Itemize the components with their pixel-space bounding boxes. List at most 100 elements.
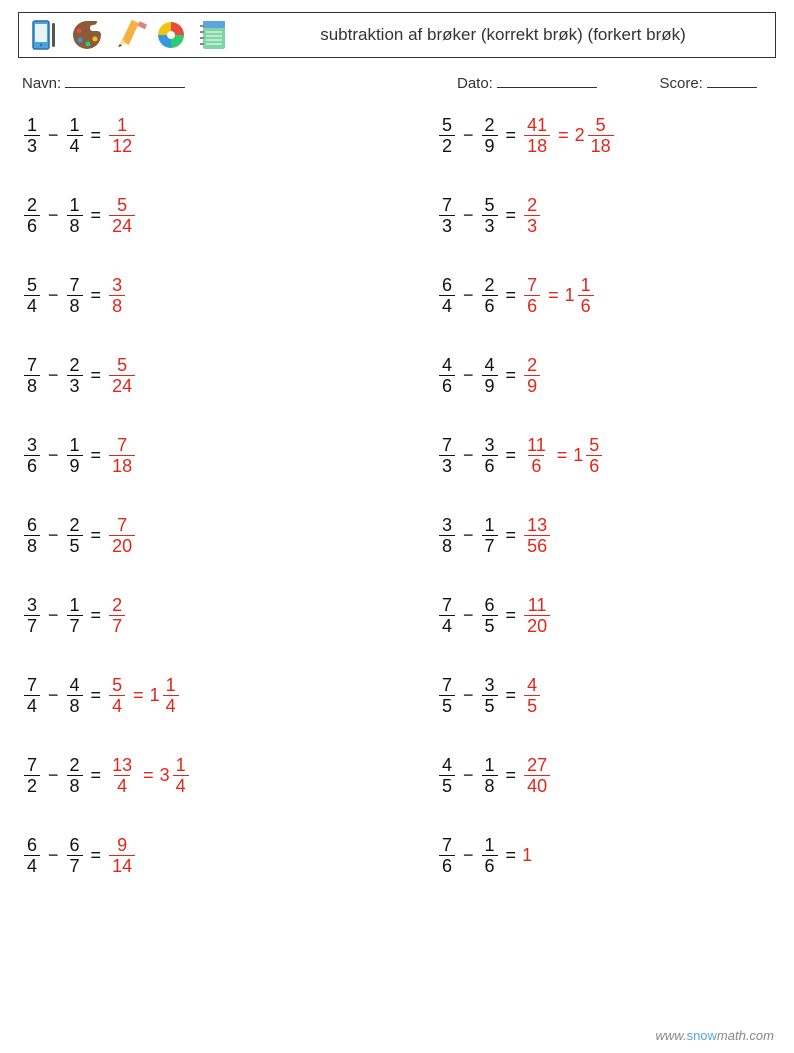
problem: 74−48 =54=114	[22, 670, 397, 720]
fraction: 26	[24, 196, 40, 235]
minus-op: −	[48, 125, 59, 146]
fraction: 56	[586, 436, 602, 475]
fraction: 72	[24, 756, 40, 795]
problem: 64−26=76=116	[437, 270, 772, 320]
problem: 72−28=134=314	[22, 750, 397, 800]
minus-op: −	[463, 445, 474, 466]
fraction: 23	[67, 356, 83, 395]
problem: 26−18 =524	[22, 190, 397, 240]
minus-op: −	[463, 605, 474, 626]
equals-mixed: =	[558, 125, 569, 146]
fraction: 14	[173, 756, 189, 795]
mixed-whole: 2	[575, 125, 585, 146]
minus-op: −	[48, 365, 59, 386]
fraction: 54	[109, 676, 125, 715]
answer: 29	[522, 356, 542, 395]
fraction: 74	[439, 596, 455, 635]
minus-op: −	[48, 445, 59, 466]
score-blank	[707, 74, 757, 88]
minus-op: −	[463, 285, 474, 306]
fraction: 18	[67, 196, 83, 235]
tablet-icon	[27, 17, 63, 53]
answer: 54=114	[107, 676, 181, 715]
minus-op: −	[48, 205, 59, 226]
equals: =	[506, 445, 517, 466]
fraction: 718	[109, 436, 135, 475]
problem: 75−35=45	[437, 670, 772, 720]
fraction: 74	[24, 676, 40, 715]
problem: 68−25=720	[22, 510, 397, 560]
mixed-number: 314	[160, 756, 191, 795]
fraction: 48	[67, 676, 83, 715]
fraction: 26	[482, 276, 498, 315]
fraction: 27	[109, 596, 125, 635]
problem: 78−23=524	[22, 350, 397, 400]
answer: 23	[522, 196, 542, 235]
fraction: 49	[482, 356, 498, 395]
minus-op: −	[48, 765, 59, 786]
name-blank	[65, 74, 185, 88]
equals: =	[506, 605, 517, 626]
fraction: 78	[24, 356, 40, 395]
worksheet-title: subtraktion af brøker (korrekt brøk) (fo…	[231, 25, 775, 45]
answer: 720	[107, 516, 137, 555]
fraction: 67	[67, 836, 83, 875]
column-left: 13−14=11226−18=52454−78=3878−23=52436−19…	[22, 110, 397, 910]
fraction: 38	[439, 516, 455, 555]
problem: 13−14=112	[22, 110, 397, 160]
pencil-icon	[111, 17, 147, 53]
fraction: 17	[482, 516, 498, 555]
fraction: 45	[524, 676, 540, 715]
equals-mixed: =	[557, 445, 568, 466]
answer: 524	[107, 356, 137, 395]
equals: =	[91, 125, 102, 146]
fraction: 46	[439, 356, 455, 395]
fraction: 134	[109, 756, 135, 795]
equals: =	[506, 765, 517, 786]
equals: =	[506, 845, 517, 866]
equals-mixed: =	[548, 285, 559, 306]
fraction: 64	[24, 836, 40, 875]
answer: 524	[107, 196, 137, 235]
fraction: 76	[439, 836, 455, 875]
score-label: Score:	[660, 75, 703, 92]
minus-op: −	[48, 685, 59, 706]
minus-op: −	[463, 765, 474, 786]
equals: =	[506, 125, 517, 146]
fraction: 16	[578, 276, 594, 315]
answer: 1	[522, 845, 532, 866]
footer: www.snowmath.com	[656, 1028, 775, 1043]
equals: =	[506, 525, 517, 546]
footer-prefix: www.	[656, 1028, 687, 1043]
fraction: 16	[482, 836, 498, 875]
answer: 45	[522, 676, 542, 715]
fraction: 38	[109, 276, 125, 315]
fraction: 65	[482, 596, 498, 635]
problem: 52−29=4118=2518	[437, 110, 772, 160]
equals: =	[91, 445, 102, 466]
fraction: 36	[24, 436, 40, 475]
fraction: 13	[24, 116, 40, 155]
equals-mixed: =	[143, 765, 154, 786]
fraction: 28	[67, 756, 83, 795]
minus-op: −	[48, 285, 59, 306]
minus-op: −	[48, 845, 59, 866]
footer-brand: snow	[687, 1028, 717, 1043]
header: subtraktion af brøker (korrekt brøk) (fo…	[18, 12, 776, 58]
equals: =	[91, 205, 102, 226]
fraction: 73	[439, 436, 455, 475]
problem: 74−65=1120	[437, 590, 772, 640]
fraction: 518	[588, 116, 614, 155]
meta-row: Navn: Dato: Score:	[18, 74, 776, 92]
answer: 4118=2518	[522, 116, 616, 155]
equals: =	[91, 685, 102, 706]
fraction: 54	[24, 276, 40, 315]
fraction: 720	[109, 516, 135, 555]
minus-op: −	[463, 525, 474, 546]
fraction: 35	[482, 676, 498, 715]
header-icons	[19, 17, 231, 53]
problem: 37−17=27	[22, 590, 397, 640]
mixed-whole: 1	[573, 445, 583, 466]
fraction: 1356	[524, 516, 550, 555]
problem: 38−17 = 1356	[437, 510, 772, 560]
